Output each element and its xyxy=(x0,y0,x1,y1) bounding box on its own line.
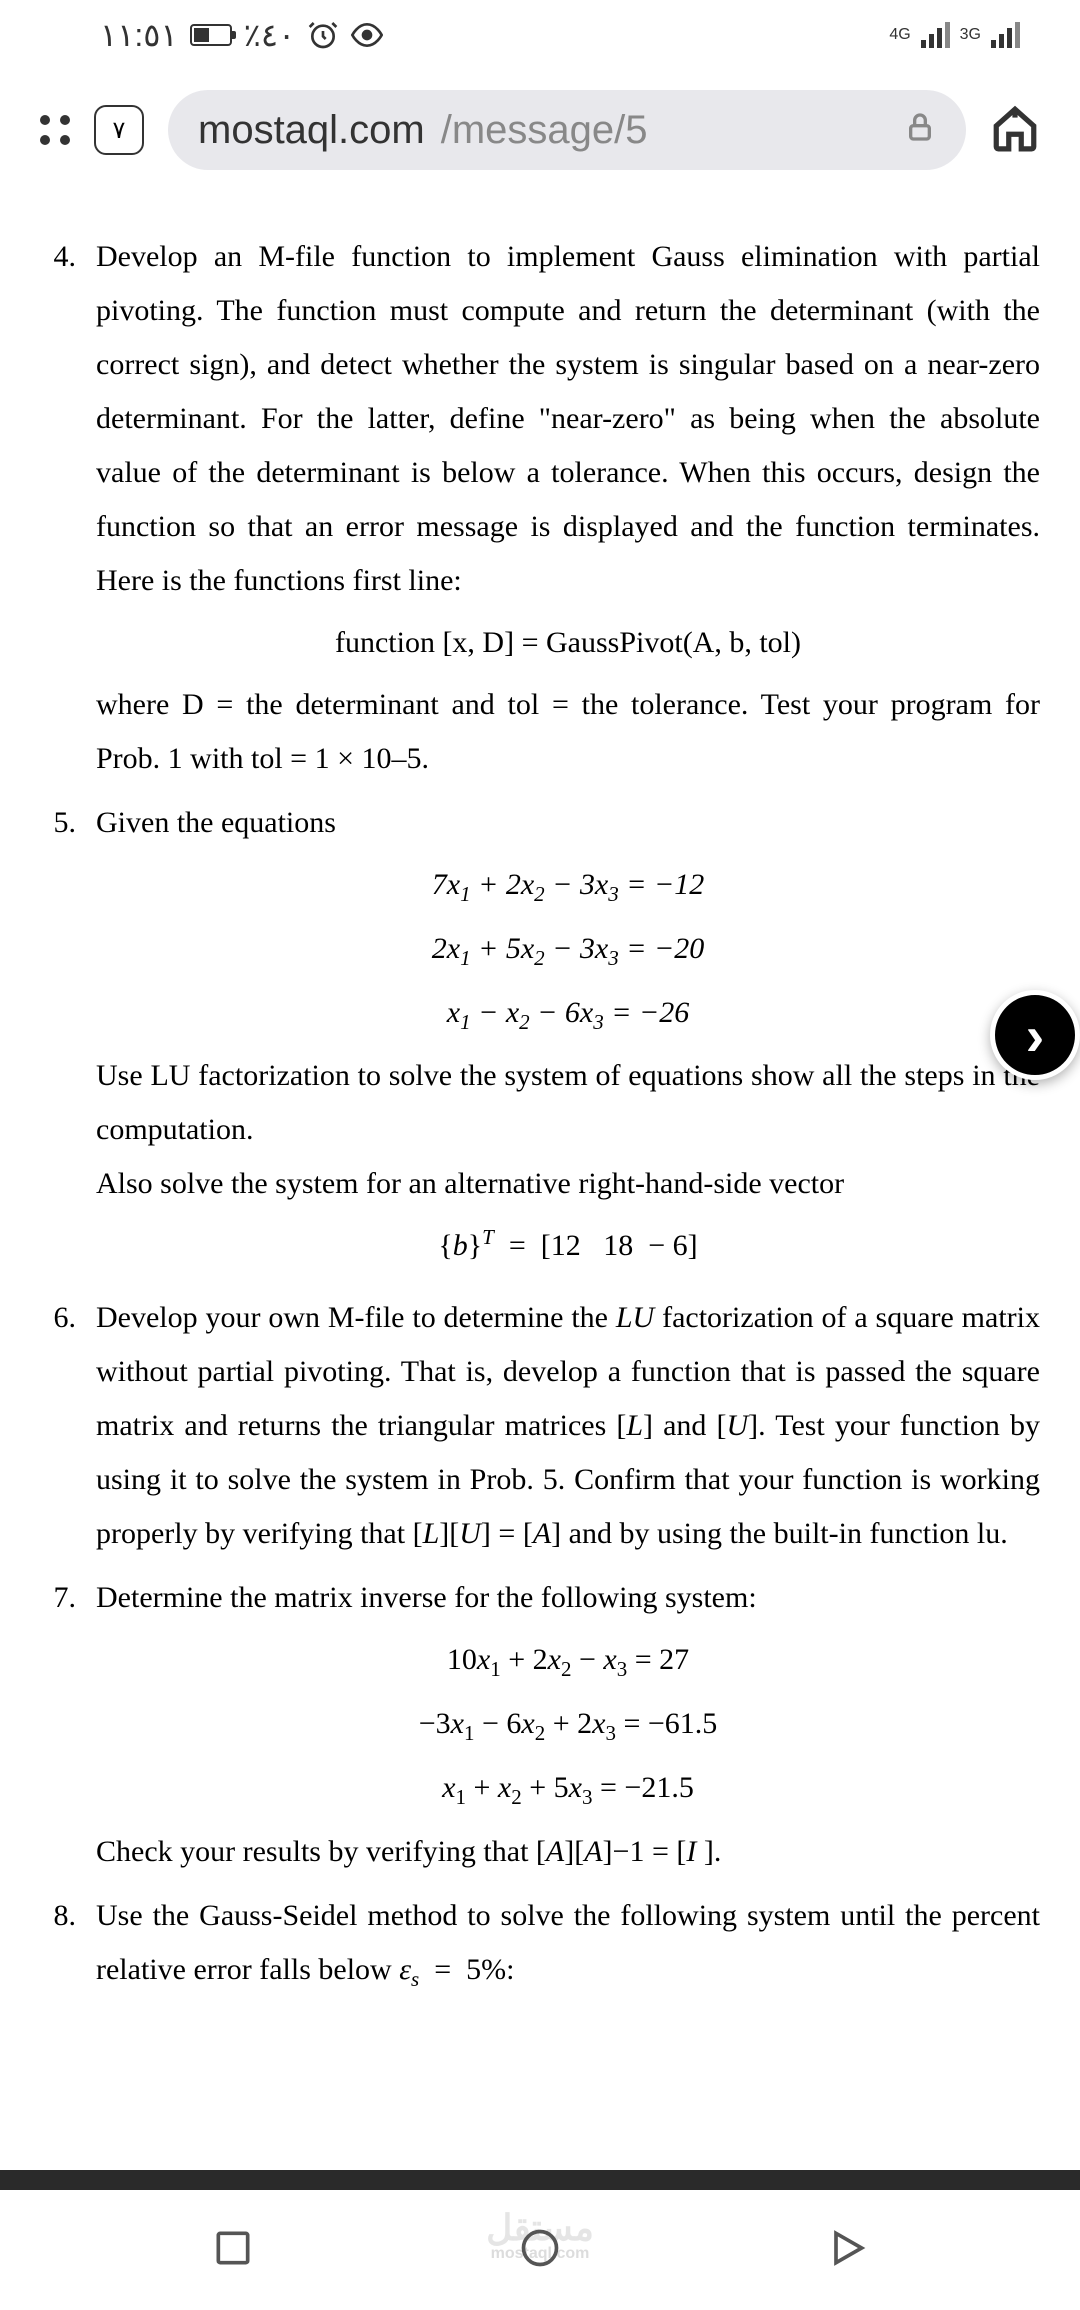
equation: 7x1 + 2x2 − 3x3 = −12 xyxy=(96,858,1040,914)
problem-7: 7. Determine the matrix inverse for the … xyxy=(40,1571,1040,1878)
problem-text: Develop your own M-file to determine the… xyxy=(96,1301,1040,1550)
problem-number: 7. xyxy=(40,1571,76,1878)
tab-count-button[interactable]: ٧ xyxy=(94,105,144,155)
forward-fab[interactable]: › xyxy=(990,990,1080,1080)
battery-icon xyxy=(190,24,232,46)
problem-4: 4. Develop an M-file function to impleme… xyxy=(40,230,1040,786)
problem-text: Given the equations xyxy=(96,806,336,839)
nav-bar xyxy=(0,2190,1080,2310)
menu-icon[interactable] xyxy=(40,115,70,145)
battery-text: ٪٤٠ xyxy=(244,16,296,54)
problem-text: Determine the matrix inverse for the fol… xyxy=(96,1581,757,1614)
problem-text: Also solve the system for an alternative… xyxy=(96,1167,844,1200)
signal-2 xyxy=(991,22,1020,48)
page-content: 4. Develop an M-file function to impleme… xyxy=(0,190,1080,1999)
net2-label: 3G xyxy=(960,26,981,44)
problem-number: 6. xyxy=(40,1291,76,1561)
equation: x1 − x2 − 6x3 = −26 xyxy=(96,986,1040,1042)
net1-label: 4G xyxy=(889,26,910,44)
chevron-right-icon: › xyxy=(1026,1003,1045,1068)
url-path: /message/5 xyxy=(441,108,648,153)
time-text: ١١:٥١ xyxy=(100,16,178,54)
signal-1 xyxy=(921,22,950,48)
nav-back[interactable] xyxy=(825,2226,869,2275)
problem-6: 6. Develop your own M-file to determine … xyxy=(40,1291,1040,1561)
alarm-icon xyxy=(307,19,339,51)
problem-text: where D = the determinant and tol = the … xyxy=(96,688,1040,775)
browser-bar: ٧ mostaql.com/message/5 xyxy=(0,70,1080,190)
problem-text: Use the Gauss-Seidel method to solve the… xyxy=(96,1899,1040,1986)
problem-text: Develop an M-file function to implement … xyxy=(96,240,1040,597)
tab-count-value: ٧ xyxy=(113,116,126,145)
equation: −3x1 − 6x2 + 2x3 = −61.5 xyxy=(96,1697,1040,1753)
problem-8: 8. Use the Gauss-Seidel method to solve … xyxy=(40,1889,1040,1999)
equation: 2x1 + 5x2 − 3x3 = −20 xyxy=(96,922,1040,978)
problem-text: Check your results by verifying that [A]… xyxy=(96,1835,721,1868)
lock-icon xyxy=(904,108,936,153)
status-bar: ١١:٥١ ٪٤٠ 4G 3G xyxy=(0,0,1080,70)
equation: 10x1 + 2x2 − x3 = 27 xyxy=(96,1633,1040,1689)
function-line: function [x, D] = GaussPivot(A, b, tol) xyxy=(96,616,1040,670)
url-domain: mostaql.com xyxy=(198,108,425,153)
problem-number: 8. xyxy=(40,1889,76,1999)
problem-number: 4. xyxy=(40,230,76,786)
footer-strip xyxy=(0,2170,1080,2190)
eye-icon xyxy=(351,19,383,51)
problem-number: 5. xyxy=(40,796,76,1281)
equation: {b}T = [12 18 − 6] xyxy=(96,1219,1040,1273)
home-icon[interactable] xyxy=(990,103,1040,158)
nav-home[interactable] xyxy=(518,2226,562,2275)
status-left: ١١:٥١ ٪٤٠ xyxy=(100,16,383,54)
problem-text: Use LU factorization to solve the system… xyxy=(96,1059,1040,1146)
status-right: 4G 3G xyxy=(879,22,1020,48)
equation: x1 + x2 + 5x3 = −21.5 xyxy=(96,1761,1040,1817)
nav-recents[interactable] xyxy=(211,2226,255,2275)
problem-5: 5. Given the equations 7x1 + 2x2 − 3x3 =… xyxy=(40,796,1040,1281)
url-bar[interactable]: mostaql.com/message/5 xyxy=(168,90,966,170)
